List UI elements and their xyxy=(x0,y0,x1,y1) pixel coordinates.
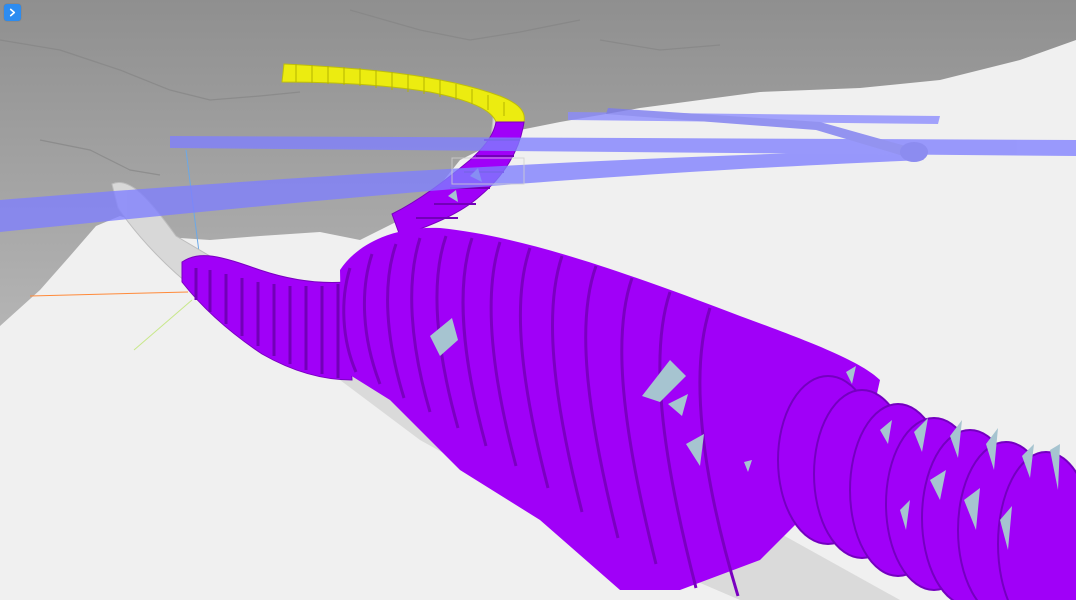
y-axis-line xyxy=(133,299,193,351)
expand-panel-button[interactable] xyxy=(4,4,21,21)
tunnel-segment-main[interactable] xyxy=(340,227,880,597)
tunnel-segment-right[interactable] xyxy=(777,375,1076,600)
terrain-surface xyxy=(0,0,1076,326)
tunnel-segment-left[interactable] xyxy=(181,255,353,381)
pipe-network[interactable] xyxy=(0,108,1076,232)
terrain-ridge xyxy=(0,9,721,176)
selection-marker xyxy=(451,157,525,185)
x-axis-line xyxy=(29,291,189,297)
chevron-right-icon xyxy=(9,8,16,17)
